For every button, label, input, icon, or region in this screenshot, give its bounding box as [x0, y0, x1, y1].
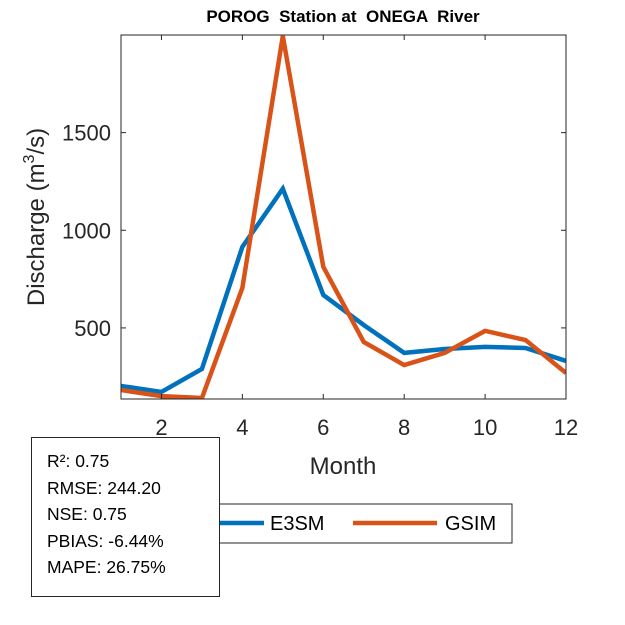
x-tick-label: 8 [398, 415, 410, 440]
legend: E3SM GSIM [179, 503, 513, 544]
y-axis-label-post: /s) [23, 128, 50, 155]
y-tick-label: 1500 [62, 121, 111, 146]
y-axis-label: Discharge (m3/s) [21, 128, 50, 306]
x-tick-label: 10 [473, 415, 497, 440]
x-tick-label: 4 [236, 415, 248, 440]
chart-title: POROG Station at ONEGA River [206, 7, 480, 26]
y-ticks: 500 1000 1500 [62, 121, 566, 341]
stat-rmse: RMSE: 244.20 [47, 477, 161, 498]
stats-box: R²: 0.75 RMSE: 244.20 NSE: 0.75 PBIAS: -… [31, 437, 220, 597]
y-axis-label-pre: Discharge (m [23, 163, 50, 306]
series-line-e3sm [121, 183, 566, 395]
plot-area-frame [120, 34, 567, 400]
y-tick-label: 1000 [62, 218, 111, 243]
stat-r2: R²: 0.75 [47, 451, 110, 471]
x-tick-label: 6 [317, 415, 329, 440]
legend-label-e3sm: E3SM [270, 513, 324, 535]
y-tick-label: 500 [74, 316, 111, 341]
stat-mape: MAPE: 26.75% [47, 557, 166, 577]
plot-lines [121, 35, 566, 399]
x-tick-label: 2 [155, 415, 167, 440]
x-ticks: 2 4 6 8 10 12 [155, 35, 578, 440]
stat-nse: NSE: 0.75 [47, 504, 127, 524]
legend-label-gsim: GSIM [445, 513, 496, 535]
x-axis-label: Month [310, 453, 377, 480]
series-line-gsim [121, 35, 566, 399]
x-tick-label: 12 [554, 415, 578, 440]
y-axis-label-sup: 3 [21, 154, 38, 163]
stat-pbias: PBIAS: -6.44% [47, 530, 164, 551]
